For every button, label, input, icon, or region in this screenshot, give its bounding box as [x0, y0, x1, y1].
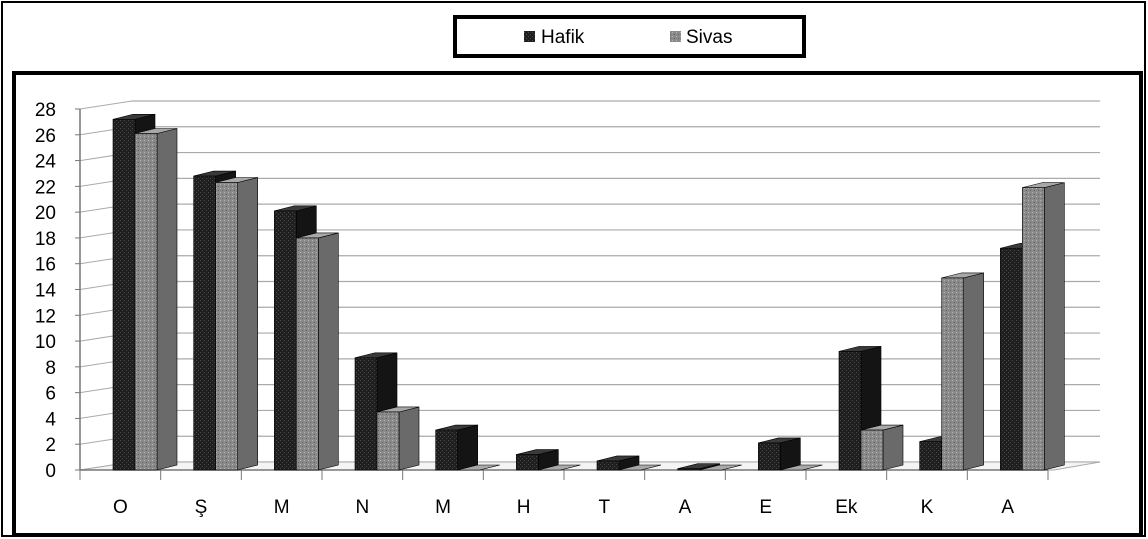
gridline-depth	[79, 100, 133, 110]
x-category-labels: O Ş M N M H T A E Ek K A	[113, 497, 1014, 518]
bar-side	[398, 406, 420, 471]
bar-front	[1022, 187, 1045, 471]
y-tick-label: 24	[35, 152, 57, 173]
x-category-label: E	[759, 497, 772, 518]
bar-sivas-3	[296, 232, 339, 471]
legend-swatch-hafik	[524, 31, 535, 42]
bar-front	[596, 460, 620, 471]
y-tick-label: 22	[35, 177, 56, 198]
bar-top	[538, 464, 581, 471]
bar-sivas-11	[941, 272, 984, 471]
x-category-label: T	[599, 497, 611, 518]
x-category-label: K	[921, 497, 934, 518]
bar-sivas-10	[860, 424, 904, 471]
y-tick-label: 6	[45, 384, 56, 405]
bar-hafik-6	[516, 449, 559, 471]
bar-front	[193, 175, 216, 471]
bar-front	[1000, 247, 1023, 471]
bar-hafik-5	[435, 424, 478, 471]
x-category-label: O	[113, 497, 128, 518]
bar-side	[1044, 182, 1065, 471]
bar-front	[296, 237, 319, 471]
bar-hafik-7	[596, 455, 640, 471]
bar-front	[838, 351, 862, 471]
bar-front	[941, 277, 964, 471]
bar-front	[435, 429, 458, 471]
bars	[112, 113, 1065, 471]
x-category-label: N	[355, 497, 369, 518]
bar-front	[919, 441, 942, 471]
y-tick-label: 14	[35, 281, 57, 302]
y-tick-label: 10	[35, 332, 56, 353]
bar-sivas-1	[134, 128, 178, 471]
bar-top	[780, 464, 823, 471]
bar-side	[882, 424, 904, 471]
bar-sivas-12	[1022, 182, 1065, 471]
legend-label-sivas: Sivas	[686, 27, 732, 48]
bar-side	[457, 424, 478, 471]
x-category-label: Ş	[195, 497, 208, 518]
y-tick-label: 4	[45, 409, 56, 430]
bar-front	[274, 210, 297, 471]
y-tick-label: 26	[35, 126, 56, 147]
bar-top	[618, 464, 662, 471]
bar-front	[376, 411, 400, 471]
bar-side	[237, 177, 258, 471]
legend: Hafik Sivas	[453, 15, 806, 58]
bar-front	[134, 133, 158, 471]
y-tick-label: 16	[35, 255, 56, 276]
bar-side	[318, 232, 339, 471]
bar-side	[156, 128, 178, 471]
bar-top	[457, 464, 500, 471]
y-tick-label: 20	[35, 203, 56, 224]
axes	[75, 108, 1049, 480]
y-tick-label: 28	[35, 100, 56, 121]
bar-sivas-4	[376, 406, 420, 471]
bar-hafik-8	[677, 463, 720, 471]
x-category-label: A	[679, 497, 692, 518]
bar-sivas-7	[618, 464, 662, 471]
bar-hafik-9	[758, 437, 801, 471]
bar-front	[516, 454, 539, 471]
bar-sivas-6	[538, 464, 581, 471]
x-category-label: A	[1001, 497, 1014, 518]
bar-front	[758, 442, 781, 471]
x-category-label: M	[274, 497, 290, 518]
plot-frame	[12, 71, 1143, 537]
bar-front	[215, 182, 238, 471]
x-category-label: Ek	[835, 497, 858, 518]
x-category-label: M	[435, 497, 451, 518]
legend-item-sivas: Sivas	[670, 27, 732, 48]
y-tick-label: 8	[45, 358, 56, 379]
x-category-label: H	[517, 497, 531, 518]
legend-box	[453, 15, 806, 58]
y-tick-label: 12	[35, 306, 56, 327]
y-tick-label: 18	[35, 229, 56, 250]
bar-side	[780, 437, 801, 471]
bar-sivas-8	[699, 464, 742, 471]
bar-sivas-2	[215, 177, 258, 471]
bar-sivas-5	[457, 464, 500, 471]
y-tick-label: 2	[45, 435, 56, 456]
y-tick-label: 0	[45, 461, 56, 482]
legend-item-hafik: Hafik	[524, 27, 585, 48]
bar-sivas-9	[780, 464, 823, 471]
legend-label-hafik: Hafik	[541, 27, 585, 48]
legend-swatch-sivas	[670, 31, 681, 42]
bar-side	[963, 272, 984, 471]
bar-top	[699, 464, 742, 471]
bar-front	[354, 357, 378, 471]
bar-front	[112, 119, 136, 471]
bar-front	[677, 468, 700, 471]
bar-front	[860, 429, 884, 471]
